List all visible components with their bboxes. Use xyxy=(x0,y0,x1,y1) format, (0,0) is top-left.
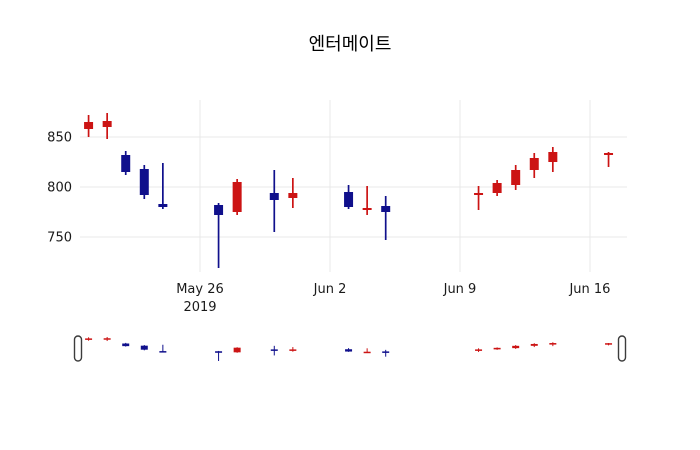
candle[interactable] xyxy=(102,113,112,139)
navigator-candle-body xyxy=(159,351,167,353)
candle-body xyxy=(344,192,354,207)
x-tick-label: Jun 16 xyxy=(568,282,610,297)
navigator-candle-body xyxy=(382,351,390,353)
candle[interactable] xyxy=(604,152,614,167)
candle-body xyxy=(121,155,131,172)
candle-body xyxy=(232,182,242,212)
navigator-candle xyxy=(363,348,371,354)
candle-body xyxy=(474,193,484,195)
candle-body xyxy=(288,193,298,198)
navigator-candle xyxy=(289,347,297,352)
candle-body xyxy=(158,204,168,207)
navigator-candle-body xyxy=(512,345,520,349)
navigator-candle-body xyxy=(605,343,613,345)
candle-body xyxy=(604,153,614,155)
candle[interactable] xyxy=(158,163,168,209)
navigator-candle-body xyxy=(345,349,353,352)
candle-body xyxy=(269,193,279,200)
candle[interactable] xyxy=(381,196,391,240)
navigator-candle-body xyxy=(289,349,297,351)
candle-body xyxy=(492,183,502,193)
candle[interactable] xyxy=(474,186,484,210)
navigator-candle xyxy=(512,345,520,349)
candle[interactable] xyxy=(84,115,94,137)
navigator-candle xyxy=(103,337,111,342)
candle-body xyxy=(548,152,558,162)
navigator-handle-right[interactable] xyxy=(617,335,627,362)
navigator-candle-body xyxy=(85,338,93,340)
y-tick-label: 850 xyxy=(47,131,72,146)
y-tick-label: 800 xyxy=(47,181,72,196)
navigator-candle-body xyxy=(103,338,111,340)
candle[interactable] xyxy=(139,165,149,199)
candle[interactable] xyxy=(121,151,131,175)
navigator-candle-body xyxy=(233,347,241,353)
x-tick-sublabel: 2019 xyxy=(183,300,216,315)
candle-body xyxy=(139,169,149,195)
x-tick-label: Jun 9 xyxy=(443,282,477,297)
candle[interactable] xyxy=(288,178,298,208)
candle[interactable] xyxy=(529,153,539,178)
candle[interactable] xyxy=(269,170,279,232)
candle[interactable] xyxy=(548,147,558,172)
navigator-candle-body xyxy=(270,349,278,351)
candle-body xyxy=(529,158,539,170)
navigator-candle xyxy=(475,348,483,353)
navigator-candle xyxy=(382,349,390,357)
chart-title: 엔터메이트 xyxy=(308,34,392,55)
navigator-candle xyxy=(159,344,167,353)
candle[interactable] xyxy=(362,186,372,215)
candle[interactable] xyxy=(344,185,354,209)
navigator-candle-body xyxy=(140,345,148,350)
candle-body xyxy=(102,121,112,127)
candle[interactable] xyxy=(214,203,224,268)
navigator-handle-left[interactable] xyxy=(73,335,83,362)
navigator-candle-body xyxy=(530,343,538,346)
navigator-candle-body xyxy=(215,351,223,353)
navigator-candle-body xyxy=(122,343,130,347)
candle-body xyxy=(214,205,224,215)
x-tick-label: Jun 2 xyxy=(313,282,347,297)
navigator-candle xyxy=(605,343,613,346)
navigator-candle xyxy=(85,337,93,341)
navigator-candle-body xyxy=(475,349,483,351)
x-tick-label: May 26 xyxy=(176,282,224,297)
navigator-candle xyxy=(122,342,130,347)
candle-body xyxy=(362,208,372,210)
navigator-candle-body xyxy=(363,351,371,354)
navigator-candle xyxy=(215,350,223,361)
candle[interactable] xyxy=(232,179,242,215)
navigator-candle xyxy=(233,347,241,353)
candle-body xyxy=(511,170,521,185)
candle-body xyxy=(84,122,94,129)
navigator-candle xyxy=(549,342,557,347)
candle-body xyxy=(381,206,391,212)
navigator-candle xyxy=(270,345,278,356)
navigator-candle xyxy=(345,348,353,352)
y-tick-label: 750 xyxy=(47,231,72,246)
candle[interactable] xyxy=(492,180,502,196)
navigator-candle xyxy=(493,347,501,350)
navigator-candle-body xyxy=(493,347,501,350)
navigator-candle xyxy=(140,345,148,351)
candle[interactable] xyxy=(511,165,521,190)
navigator-candle xyxy=(530,343,538,348)
navigator-candle-body xyxy=(549,343,557,345)
